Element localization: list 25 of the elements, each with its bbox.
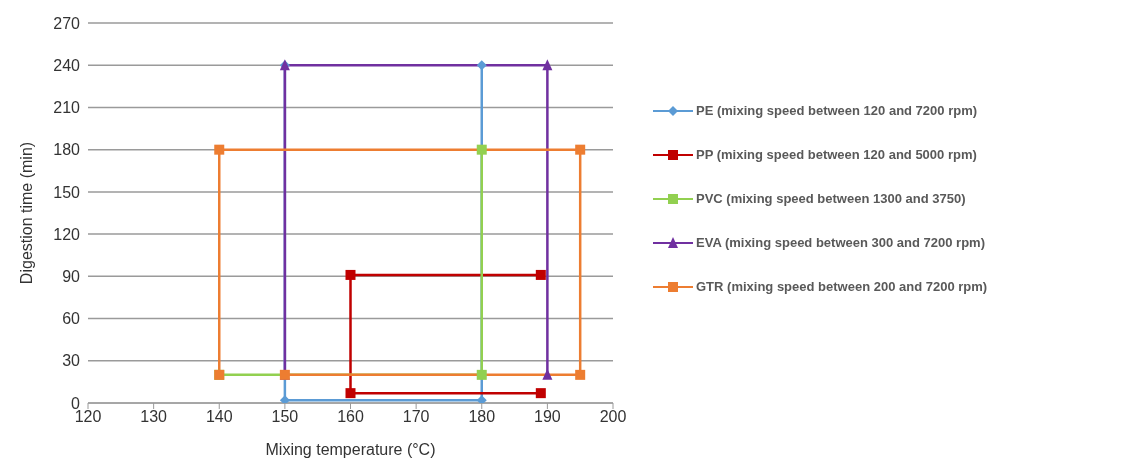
x-tick-label: 160 [337, 408, 364, 426]
y-tick-label: 180 [53, 141, 81, 159]
legend-label: EVA (mixing speed between 300 and 7200 rpm) [696, 235, 985, 250]
y-tick-label: 150 [53, 183, 81, 201]
y-tick-label: 120 [53, 225, 81, 243]
x-tick-label: 200 [599, 408, 627, 426]
x-tick-label: 190 [534, 408, 561, 426]
legend-label: GTR (mixing speed between 200 and 7200 rpm) [696, 279, 988, 294]
x-axis-title: Mixing temperature (°C) [265, 441, 436, 458]
y-axis-title: Digestion time (min) [17, 141, 35, 285]
y-tick-label: 210 [53, 99, 81, 117]
x-tick-label: 120 [74, 408, 102, 426]
x-tick-label: 170 [402, 408, 430, 426]
y-tick-label: 60 [62, 310, 81, 328]
y-tick-label: 270 [53, 14, 81, 32]
y-tick-label: 240 [53, 56, 81, 74]
x-tick-label: 150 [271, 408, 299, 426]
legend-label: PP (mixing speed between 120 and 5000 rpm) [696, 147, 977, 162]
y-tick-label: 30 [62, 352, 81, 370]
x-tick-label: 140 [205, 408, 233, 426]
legend-label: PE (mixing speed between 120 and 7200 rpm) [696, 103, 978, 118]
y-tick-label: 90 [62, 268, 81, 286]
x-tick-label: 130 [140, 408, 168, 426]
x-tick-label: 180 [468, 408, 496, 426]
legend-label: PVC (mixing speed between 1300 and 3750) [696, 191, 966, 206]
